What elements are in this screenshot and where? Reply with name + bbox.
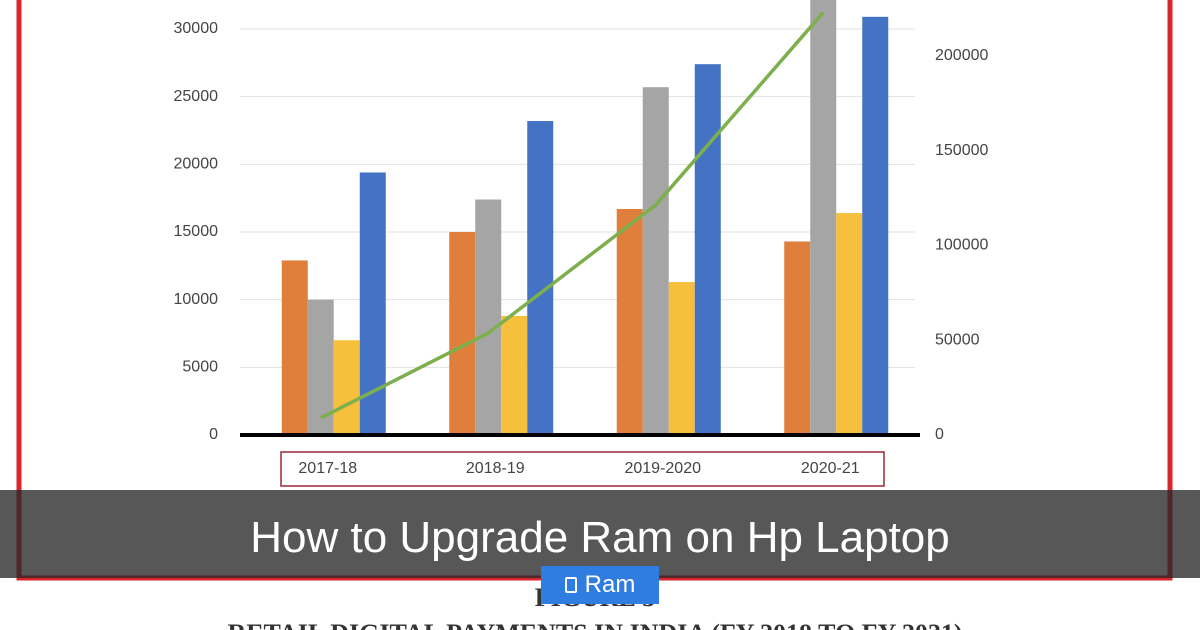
- y2-tick-label: 200000: [935, 47, 988, 64]
- page-title: How to Upgrade Ram on Hp Laptop: [250, 513, 950, 562]
- bar: [449, 232, 476, 435]
- tag-label[interactable]: Ram: [584, 571, 636, 598]
- bar: [281, 260, 308, 435]
- y2-tick-label: 0: [935, 426, 944, 443]
- bar: [501, 315, 528, 435]
- bar: [836, 213, 863, 435]
- x-tick-label: 2020-21: [801, 460, 860, 477]
- x-tick-label: 2017-18: [298, 460, 357, 477]
- bar: [333, 340, 360, 435]
- y2-tick-label: 50000: [935, 331, 980, 348]
- bar: [527, 121, 554, 435]
- bar: [616, 208, 643, 435]
- tag-button[interactable]: Ram: [541, 566, 659, 604]
- bar: [862, 16, 889, 435]
- y2-tick-label: 100000: [935, 237, 988, 254]
- bar: [784, 241, 811, 435]
- y-tick-label: 15000: [174, 223, 219, 240]
- caption: RETAIL DIGITAL PAYMENTS IN INDIA (FY 201…: [227, 619, 962, 630]
- y-tick-label: 20000: [174, 156, 219, 173]
- bar: [475, 199, 502, 435]
- y-tick-label: 10000: [174, 291, 219, 308]
- y-tick-label: 25000: [174, 88, 219, 105]
- bar: [810, 0, 837, 435]
- x-tick-label: 2019-2020: [624, 460, 701, 477]
- y-tick-label: 5000: [182, 359, 218, 376]
- bar: [694, 64, 721, 435]
- category-box: [280, 451, 885, 487]
- line: [319, 11, 825, 420]
- tag-icon: [564, 577, 577, 593]
- y2-tick-label: 150000: [935, 142, 988, 159]
- y-tick-label: 30000: [174, 20, 219, 37]
- bar: [668, 282, 695, 435]
- x-tick-label: 2018-19: [466, 460, 525, 477]
- y-tick-label: 0: [209, 426, 218, 443]
- bar: [642, 87, 669, 436]
- title-band: [0, 490, 1200, 578]
